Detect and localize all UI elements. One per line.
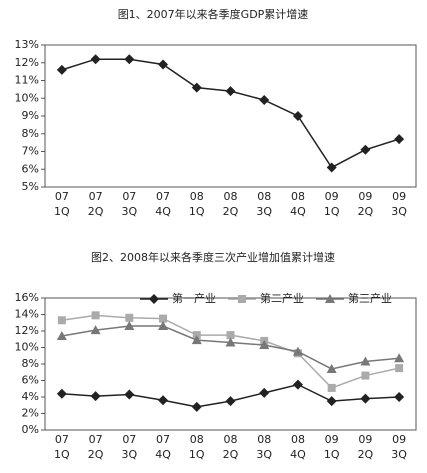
x-tick-label: 08 1Q <box>189 190 205 218</box>
marker <box>56 388 67 399</box>
y-tick-label: 7% <box>22 145 39 158</box>
x-tick-label: 08 4Q <box>290 190 306 218</box>
marker <box>259 340 270 350</box>
marker <box>90 54 101 65</box>
x-tick-label: 08 1Q <box>189 433 205 461</box>
marker <box>292 379 303 390</box>
x-tick-label: 08 3Q <box>256 190 272 218</box>
y-tick-label: 12% <box>15 324 39 337</box>
x-tick-label: 09 1Q <box>324 190 340 218</box>
marker <box>57 316 66 325</box>
marker <box>191 335 202 345</box>
marker <box>91 311 100 320</box>
x-tick-label: 09 3Q <box>391 190 407 218</box>
marker <box>149 294 159 304</box>
marker <box>226 331 235 340</box>
marker <box>238 295 246 303</box>
marker <box>394 134 405 145</box>
marker <box>326 162 337 173</box>
x-tick-label: 08 4Q <box>290 433 306 461</box>
x-tick-label: 07 3Q <box>121 433 137 461</box>
marker <box>360 356 371 366</box>
x-tick-label: 07 4Q <box>155 433 171 461</box>
marker <box>158 321 169 331</box>
marker <box>56 330 67 340</box>
y-tick-label: 12% <box>15 56 39 69</box>
chart-title: 图2、2008年以来各季度三次产业增加值累计增速 <box>91 250 335 264</box>
plot-area <box>44 297 417 431</box>
y-tick-label: 16% <box>15 291 39 304</box>
marker <box>90 325 101 335</box>
y-tick-label: 5% <box>22 180 39 193</box>
data-line <box>61 314 400 389</box>
x-tick-label: 07 2Q <box>88 433 104 461</box>
x-tick-label: 07 4Q <box>155 190 171 218</box>
y-tick-label: 14% <box>15 308 39 321</box>
x-tick-label: 09 2Q <box>358 433 374 461</box>
marker <box>394 353 405 363</box>
marker <box>395 364 404 373</box>
marker <box>325 294 335 303</box>
marker <box>259 95 270 106</box>
marker <box>292 346 303 356</box>
marker <box>259 387 270 398</box>
plot-area <box>44 44 417 188</box>
y-tick-label: 9% <box>22 109 39 122</box>
x-tick-label: 09 2Q <box>358 190 374 218</box>
chart-title: 图1、2007年以来各季度GDP累计增速 <box>118 7 309 21</box>
marker <box>360 393 371 404</box>
legend-label: 第三产业 <box>348 291 392 305</box>
y-tick-label: 2% <box>22 407 39 420</box>
y-tick-label: 10% <box>15 341 39 354</box>
y-tick-label: 4% <box>22 390 39 403</box>
marker <box>124 54 135 65</box>
y-tick-label: 8% <box>22 127 39 140</box>
marker <box>225 337 236 347</box>
x-tick-label: 07 1Q <box>54 190 70 218</box>
x-tick-label: 09 1Q <box>324 433 340 461</box>
marker <box>191 401 202 412</box>
marker <box>125 313 134 322</box>
y-tick-label: 11% <box>15 74 39 87</box>
marker <box>158 59 169 70</box>
marker <box>159 314 168 323</box>
x-tick-label: 07 3Q <box>121 190 137 218</box>
marker <box>124 389 135 400</box>
y-tick-label: 8% <box>22 357 39 370</box>
y-tick-label: 6% <box>22 374 39 387</box>
marker <box>326 363 337 373</box>
marker <box>158 395 169 406</box>
y-tick-label: 10% <box>15 91 39 104</box>
x-tick-label: 07 1Q <box>54 433 70 461</box>
y-tick-label: 0% <box>22 423 39 436</box>
marker <box>361 371 370 380</box>
x-tick-label: 09 3Q <box>391 433 407 461</box>
x-tick-label: 08 2Q <box>223 433 239 461</box>
legend-label: 第二产业 <box>260 291 304 305</box>
marker <box>225 86 236 97</box>
marker <box>56 64 67 75</box>
marker <box>292 111 303 121</box>
data-line <box>61 58 400 169</box>
marker <box>124 321 135 331</box>
marker <box>225 396 236 407</box>
marker <box>326 396 337 407</box>
legend-label: 第一产业 <box>172 291 216 305</box>
x-tick-label: 08 2Q <box>223 190 239 218</box>
marker <box>327 383 336 392</box>
marker <box>90 391 101 402</box>
x-tick-label: 07 2Q <box>88 190 104 218</box>
y-tick-label: 6% <box>22 162 39 175</box>
y-tick-label: 13% <box>15 38 39 51</box>
x-tick-label: 08 3Q <box>256 433 272 461</box>
marker <box>394 392 405 402</box>
marker <box>360 144 371 155</box>
marker <box>191 82 202 93</box>
